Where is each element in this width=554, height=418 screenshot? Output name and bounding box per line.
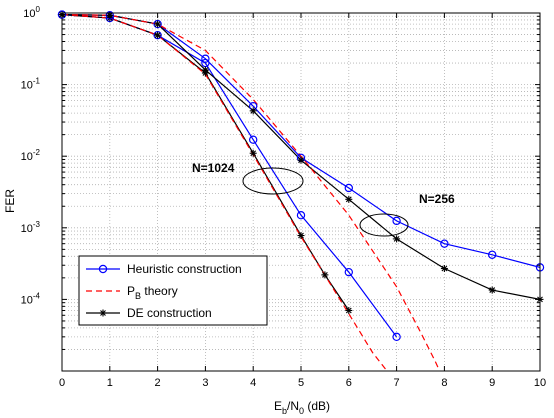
- star-stroke: [322, 271, 328, 278]
- data-point-heuristic_1024: [392, 332, 401, 342]
- data-point-de_256: [154, 20, 162, 28]
- legend-label-theory-sub: B: [135, 291, 141, 301]
- x-axis-title-main: E: [274, 399, 282, 413]
- x-axis-title-tail: (dB): [304, 399, 330, 413]
- annotation-n256: N=256: [419, 192, 455, 206]
- data-point-de_1024: [345, 306, 353, 314]
- legend-label-de: DE construction: [127, 306, 212, 320]
- y-tick-label: 10-3: [21, 220, 41, 235]
- star-stroke: [202, 67, 209, 73]
- data-point-de_256: [440, 265, 448, 273]
- x-axis-title-mid: /N: [287, 399, 299, 413]
- data-point-de_1024: [249, 149, 257, 157]
- ellipse-n1024: [242, 167, 304, 195]
- y-tick-label: 100: [23, 5, 40, 20]
- legend-label-theory: PB theory: [127, 284, 178, 301]
- star-stroke: [154, 32, 161, 39]
- y-tick-label: 10-1: [21, 77, 41, 92]
- star-stroke: [345, 307, 352, 314]
- x-tick-label: 7: [394, 377, 400, 389]
- legend: Heuristic construction PB theory DE cons…: [78, 255, 268, 326]
- star-stroke: [298, 232, 304, 239]
- y-tick-label-base: 10: [21, 80, 33, 92]
- data-point-heuristic_256: [392, 216, 401, 226]
- x-tick-label: 2: [155, 377, 161, 389]
- x-tick-label: 0: [59, 377, 65, 389]
- y-tick-label-exponent: -1: [33, 77, 41, 86]
- data-point-heuristic_1024: [153, 30, 162, 40]
- data-point-de_256: [201, 66, 209, 74]
- x-tick-label: 5: [298, 377, 304, 389]
- legend-marker-de: [99, 309, 107, 317]
- series-line-de_1024: [62, 13, 350, 311]
- data-point-heuristic_256: [201, 54, 210, 63]
- legend-marker-heuristic: [98, 264, 108, 274]
- x-axis-title-sub-b: b: [282, 406, 287, 416]
- annotation-ellipses: [242, 167, 409, 237]
- data-point-de_1024: [154, 31, 162, 39]
- x-axis-title-sub-0: 0: [299, 406, 304, 416]
- y-tick-label-exponent: -4: [33, 291, 41, 300]
- star-stroke: [250, 107, 257, 114]
- y-tick-label-exponent: -2: [33, 148, 41, 157]
- legend-label-heuristic: Heuristic construction: [127, 262, 242, 276]
- data-point-de_256: [488, 286, 496, 294]
- data-point-de_256: [297, 156, 305, 164]
- data-point-heuristic_256: [440, 239, 449, 248]
- star-stroke: [250, 150, 257, 157]
- x-tick-label: 3: [202, 377, 208, 389]
- ellipse-n256: [359, 213, 409, 237]
- legend-label-theory-tail: theory: [141, 284, 178, 298]
- y-tick-label-base: 10: [21, 223, 33, 235]
- data-point-de_1024: [297, 232, 305, 240]
- star-stroke: [489, 287, 496, 293]
- annotation-n1024: N=1024: [192, 161, 235, 175]
- y-axis-title: FER: [3, 189, 17, 213]
- y-tick-label: 10-2: [21, 148, 41, 163]
- y-tick-label-base: 10: [23, 8, 35, 20]
- data-point-de_1024: [321, 271, 329, 279]
- x-axis-title: Eb/N0 (dB): [274, 399, 330, 416]
- y-tick-label: 10-4: [21, 291, 41, 306]
- x-tick-label: 10: [534, 377, 546, 389]
- x-tick-label: 1: [107, 377, 113, 389]
- data-point-de_256: [249, 107, 257, 115]
- series-layer: [57, 10, 545, 371]
- star-stroke: [154, 21, 161, 27]
- y-tick-label-base: 10: [21, 294, 33, 306]
- data-point-heuristic_256: [105, 11, 115, 20]
- data-point-heuristic_1024: [296, 210, 306, 220]
- star-stroke: [393, 236, 400, 242]
- legend-label-theory-main: P: [127, 284, 135, 298]
- star-stroke: [441, 265, 448, 272]
- data-point-heuristic_1024: [344, 267, 353, 277]
- data-point-de_256: [393, 235, 401, 243]
- x-tick-label: 9: [489, 377, 495, 389]
- x-tick-label: 4: [250, 377, 256, 389]
- y-tick-label-exponent: -3: [33, 220, 41, 229]
- x-tick-label: 6: [346, 377, 352, 389]
- data-point-heuristic_256: [488, 250, 497, 259]
- y-tick-label-base: 10: [21, 151, 33, 163]
- series-line-theory_256: [62, 13, 441, 371]
- star-stroke: [298, 157, 304, 164]
- data-point-heuristic_256: [344, 183, 353, 193]
- data-point-heuristic_1024: [248, 135, 258, 144]
- data-point-de_256: [345, 195, 353, 203]
- y-tick-label-exponent: 0: [36, 5, 41, 14]
- x-tick-label: 8: [441, 377, 447, 389]
- data-point-heuristic_256: [153, 19, 162, 29]
- star-stroke: [345, 196, 352, 203]
